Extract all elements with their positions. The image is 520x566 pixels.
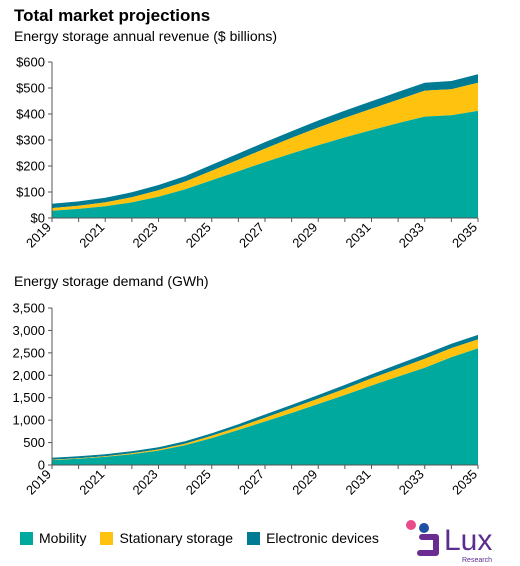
legend: Mobility Stationary storage Electronic d… bbox=[20, 530, 393, 546]
chart-subtitle-demand: Energy storage demand (GWh) bbox=[14, 273, 209, 289]
demand-chart: 0 500 1,000 1,500 2,000 2,500 3,000 3,500 2019 20… bbox=[12, 301, 480, 498]
chart-subtitle-revenue: Energy storage annual revenue ($ billion… bbox=[14, 28, 278, 44]
y-tick-label-0: $100 bbox=[16, 185, 45, 200]
x-tick-label-1: 2021 bbox=[76, 467, 107, 498]
area-mobility-0 bbox=[52, 110, 478, 218]
legend-item-mobility: Mobility bbox=[20, 530, 86, 546]
y-tick-label-0: $0 bbox=[31, 211, 45, 226]
x-tick-label-0: 2019 bbox=[23, 220, 54, 251]
x-tick-label-0: 2021 bbox=[76, 220, 107, 251]
y-tick-label-0: $300 bbox=[16, 133, 45, 148]
x-tick-label-0: 2035 bbox=[449, 220, 480, 251]
legend-label-stationary: Stationary storage bbox=[119, 530, 234, 546]
y-tick-label-1: 3,000 bbox=[12, 323, 45, 338]
logo-dot-blue bbox=[419, 523, 429, 533]
x-tick-label-1: 2035 bbox=[449, 467, 480, 498]
legend-swatch-stationary bbox=[100, 531, 114, 545]
area-mobility-1 bbox=[52, 348, 478, 465]
y-tick-label-1: 1,000 bbox=[12, 413, 45, 428]
legend-swatch-electronic bbox=[247, 531, 261, 545]
logo-dot-pink bbox=[406, 520, 416, 530]
x-tick-label-0: 2023 bbox=[130, 220, 161, 251]
legend-label-mobility: Mobility bbox=[39, 530, 87, 546]
x-tick-label-1: 2019 bbox=[23, 467, 54, 498]
x-tick-label-0: 2029 bbox=[289, 220, 320, 251]
page-title: Total market projections bbox=[14, 6, 211, 25]
y-tick-label-0: $200 bbox=[16, 159, 45, 174]
y-tick-label-1: 3,500 bbox=[12, 301, 45, 316]
legend-swatch-mobility bbox=[20, 531, 33, 545]
y-tick-label-0: $400 bbox=[16, 107, 45, 122]
logo-subtext: Research bbox=[462, 557, 492, 564]
y-tick-label-1: 0 bbox=[38, 458, 45, 473]
legend-item-stationary: Stationary storage bbox=[100, 530, 233, 546]
y-tick-label-1: 2,000 bbox=[12, 368, 45, 383]
x-tick-label-0: 2027 bbox=[236, 220, 267, 251]
legend-item-electronic: Electronic devices bbox=[247, 530, 379, 546]
logo-wordmark: Lux bbox=[444, 524, 492, 557]
legend-label-electronic: Electronic devices bbox=[266, 530, 379, 546]
lux-research-logo: Lux Research bbox=[406, 520, 492, 564]
y-tick-label-0: $500 bbox=[16, 81, 45, 96]
area-electronic-devices-0 bbox=[52, 74, 478, 209]
x-tick-label-1: 2029 bbox=[289, 467, 320, 498]
y-tick-label-1: 2,500 bbox=[12, 345, 45, 360]
x-tick-label-0: 2033 bbox=[396, 220, 427, 251]
y-tick-label-0: $600 bbox=[16, 55, 45, 70]
y-tick-label-1: 500 bbox=[23, 435, 45, 450]
x-tick-label-1: 2033 bbox=[396, 467, 427, 498]
x-tick-label-1: 2027 bbox=[236, 467, 267, 498]
x-tick-label-0: 2025 bbox=[183, 220, 214, 251]
x-tick-label-0: 2031 bbox=[343, 220, 374, 251]
logo-mark bbox=[417, 534, 439, 556]
area-stationary-storage-0 bbox=[52, 82, 478, 211]
y-tick-label-1: 1,500 bbox=[12, 390, 45, 405]
x-tick-label-1: 2031 bbox=[343, 467, 374, 498]
x-tick-label-1: 2023 bbox=[130, 467, 161, 498]
x-tick-label-1: 2025 bbox=[183, 467, 214, 498]
revenue-chart: $0 $100 $200 $300 $400 $500 $600 2019 2021 2023 20… bbox=[16, 55, 480, 251]
